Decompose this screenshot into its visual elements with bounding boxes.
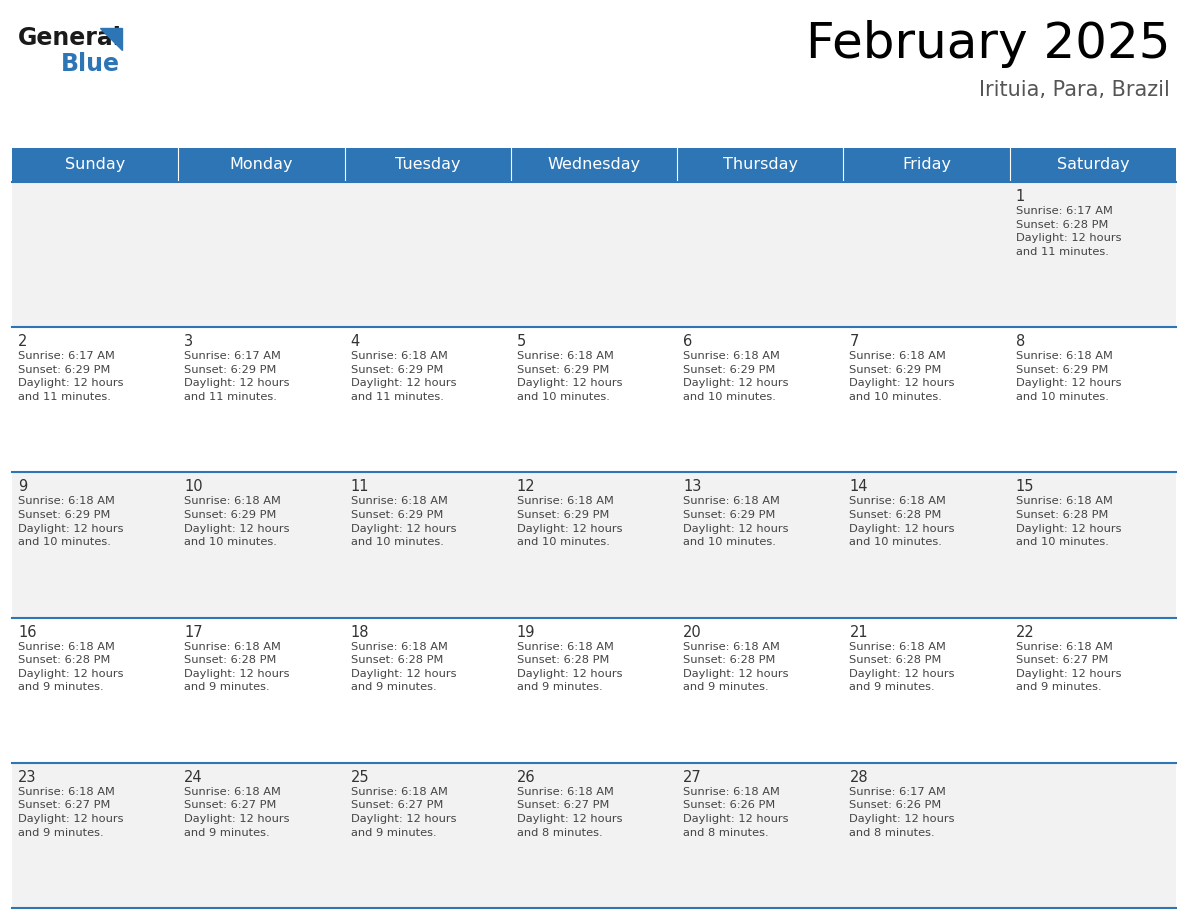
Text: Sunrise: 6:17 AM
Sunset: 6:29 PM
Daylight: 12 hours
and 11 minutes.: Sunrise: 6:17 AM Sunset: 6:29 PM Dayligh…: [18, 352, 124, 402]
Text: Monday: Monday: [229, 158, 293, 173]
Bar: [12, 763, 1176, 908]
Text: 16: 16: [18, 624, 37, 640]
Text: Sunrise: 6:18 AM
Sunset: 6:28 PM
Daylight: 12 hours
and 9 minutes.: Sunrise: 6:18 AM Sunset: 6:28 PM Dayligh…: [517, 642, 623, 692]
Text: 18: 18: [350, 624, 369, 640]
Polygon shape: [100, 28, 122, 50]
Text: Sunrise: 6:18 AM
Sunset: 6:28 PM
Daylight: 12 hours
and 9 minutes.: Sunrise: 6:18 AM Sunset: 6:28 PM Dayligh…: [849, 642, 955, 692]
Text: 13: 13: [683, 479, 702, 495]
Text: Sunrise: 6:18 AM
Sunset: 6:27 PM
Daylight: 12 hours
and 9 minutes.: Sunrise: 6:18 AM Sunset: 6:27 PM Dayligh…: [18, 787, 124, 837]
Text: Sunrise: 6:17 AM
Sunset: 6:29 PM
Daylight: 12 hours
and 11 minutes.: Sunrise: 6:17 AM Sunset: 6:29 PM Dayligh…: [184, 352, 290, 402]
Text: 26: 26: [517, 770, 536, 785]
Text: Thursday: Thursday: [722, 158, 798, 173]
Text: Sunrise: 6:18 AM
Sunset: 6:29 PM
Daylight: 12 hours
and 10 minutes.: Sunrise: 6:18 AM Sunset: 6:29 PM Dayligh…: [849, 352, 955, 402]
Text: Sunrise: 6:18 AM
Sunset: 6:29 PM
Daylight: 12 hours
and 10 minutes.: Sunrise: 6:18 AM Sunset: 6:29 PM Dayligh…: [683, 352, 789, 402]
Text: Sunrise: 6:18 AM
Sunset: 6:29 PM
Daylight: 12 hours
and 10 minutes.: Sunrise: 6:18 AM Sunset: 6:29 PM Dayligh…: [517, 497, 623, 547]
Text: 14: 14: [849, 479, 868, 495]
Bar: [511, 148, 677, 182]
Text: Sunrise: 6:18 AM
Sunset: 6:29 PM
Daylight: 12 hours
and 10 minutes.: Sunrise: 6:18 AM Sunset: 6:29 PM Dayligh…: [18, 497, 124, 547]
Bar: [12, 473, 1176, 618]
Text: Friday: Friday: [902, 158, 952, 173]
Bar: [12, 618, 1176, 763]
Text: Sunrise: 6:18 AM
Sunset: 6:28 PM
Daylight: 12 hours
and 10 minutes.: Sunrise: 6:18 AM Sunset: 6:28 PM Dayligh…: [849, 497, 955, 547]
Text: 6: 6: [683, 334, 693, 349]
Bar: [677, 148, 843, 182]
Text: 7: 7: [849, 334, 859, 349]
Bar: [12, 182, 1176, 327]
Bar: [12, 148, 178, 182]
Text: Sunrise: 6:18 AM
Sunset: 6:28 PM
Daylight: 12 hours
and 9 minutes.: Sunrise: 6:18 AM Sunset: 6:28 PM Dayligh…: [683, 642, 789, 692]
Text: Sunrise: 6:18 AM
Sunset: 6:27 PM
Daylight: 12 hours
and 9 minutes.: Sunrise: 6:18 AM Sunset: 6:27 PM Dayligh…: [350, 787, 456, 837]
Text: Sunrise: 6:18 AM
Sunset: 6:28 PM
Daylight: 12 hours
and 9 minutes.: Sunrise: 6:18 AM Sunset: 6:28 PM Dayligh…: [184, 642, 290, 692]
Text: Sunrise: 6:18 AM
Sunset: 6:27 PM
Daylight: 12 hours
and 8 minutes.: Sunrise: 6:18 AM Sunset: 6:27 PM Dayligh…: [517, 787, 623, 837]
Text: Sunrise: 6:17 AM
Sunset: 6:28 PM
Daylight: 12 hours
and 11 minutes.: Sunrise: 6:17 AM Sunset: 6:28 PM Dayligh…: [1016, 206, 1121, 257]
Text: 8: 8: [1016, 334, 1025, 349]
Text: 25: 25: [350, 770, 369, 785]
Text: 20: 20: [683, 624, 702, 640]
Text: 12: 12: [517, 479, 536, 495]
Text: Sunrise: 6:18 AM
Sunset: 6:28 PM
Daylight: 12 hours
and 9 minutes.: Sunrise: 6:18 AM Sunset: 6:28 PM Dayligh…: [18, 642, 124, 692]
Text: 23: 23: [18, 770, 37, 785]
Text: 17: 17: [184, 624, 203, 640]
Text: General: General: [18, 26, 122, 50]
Text: 15: 15: [1016, 479, 1035, 495]
Text: Wednesday: Wednesday: [548, 158, 640, 173]
Text: Sunrise: 6:17 AM
Sunset: 6:26 PM
Daylight: 12 hours
and 8 minutes.: Sunrise: 6:17 AM Sunset: 6:26 PM Dayligh…: [849, 787, 955, 837]
Text: Tuesday: Tuesday: [394, 158, 461, 173]
Text: 9: 9: [18, 479, 27, 495]
Text: Sunrise: 6:18 AM
Sunset: 6:29 PM
Daylight: 12 hours
and 10 minutes.: Sunrise: 6:18 AM Sunset: 6:29 PM Dayligh…: [184, 497, 290, 547]
Text: Blue: Blue: [61, 52, 120, 76]
Text: 10: 10: [184, 479, 203, 495]
Text: 5: 5: [517, 334, 526, 349]
Text: Sunrise: 6:18 AM
Sunset: 6:28 PM
Daylight: 12 hours
and 10 minutes.: Sunrise: 6:18 AM Sunset: 6:28 PM Dayligh…: [1016, 497, 1121, 547]
Text: Sunrise: 6:18 AM
Sunset: 6:29 PM
Daylight: 12 hours
and 10 minutes.: Sunrise: 6:18 AM Sunset: 6:29 PM Dayligh…: [1016, 352, 1121, 402]
Text: Saturday: Saturday: [1056, 158, 1129, 173]
Text: Sunrise: 6:18 AM
Sunset: 6:28 PM
Daylight: 12 hours
and 9 minutes.: Sunrise: 6:18 AM Sunset: 6:28 PM Dayligh…: [350, 642, 456, 692]
Text: 11: 11: [350, 479, 369, 495]
Text: 22: 22: [1016, 624, 1035, 640]
Bar: [12, 327, 1176, 473]
Text: 19: 19: [517, 624, 536, 640]
Text: 24: 24: [184, 770, 203, 785]
Text: 28: 28: [849, 770, 868, 785]
Text: 1: 1: [1016, 189, 1025, 204]
Text: Sunday: Sunday: [65, 158, 125, 173]
Text: 21: 21: [849, 624, 868, 640]
Text: February 2025: February 2025: [805, 20, 1170, 68]
Text: Sunrise: 6:18 AM
Sunset: 6:27 PM
Daylight: 12 hours
and 9 minutes.: Sunrise: 6:18 AM Sunset: 6:27 PM Dayligh…: [184, 787, 290, 837]
Bar: [1010, 148, 1176, 182]
Text: Irituia, Para, Brazil: Irituia, Para, Brazil: [979, 80, 1170, 100]
Text: Sunrise: 6:18 AM
Sunset: 6:29 PM
Daylight: 12 hours
and 10 minutes.: Sunrise: 6:18 AM Sunset: 6:29 PM Dayligh…: [350, 497, 456, 547]
Text: Sunrise: 6:18 AM
Sunset: 6:29 PM
Daylight: 12 hours
and 10 minutes.: Sunrise: 6:18 AM Sunset: 6:29 PM Dayligh…: [517, 352, 623, 402]
Text: 3: 3: [184, 334, 194, 349]
Text: Sunrise: 6:18 AM
Sunset: 6:29 PM
Daylight: 12 hours
and 11 minutes.: Sunrise: 6:18 AM Sunset: 6:29 PM Dayligh…: [350, 352, 456, 402]
Bar: [345, 148, 511, 182]
Text: Sunrise: 6:18 AM
Sunset: 6:27 PM
Daylight: 12 hours
and 9 minutes.: Sunrise: 6:18 AM Sunset: 6:27 PM Dayligh…: [1016, 642, 1121, 692]
Text: 4: 4: [350, 334, 360, 349]
Text: 27: 27: [683, 770, 702, 785]
Text: Sunrise: 6:18 AM
Sunset: 6:29 PM
Daylight: 12 hours
and 10 minutes.: Sunrise: 6:18 AM Sunset: 6:29 PM Dayligh…: [683, 497, 789, 547]
Text: 2: 2: [18, 334, 27, 349]
Bar: [843, 148, 1010, 182]
Bar: [178, 148, 345, 182]
Text: Sunrise: 6:18 AM
Sunset: 6:26 PM
Daylight: 12 hours
and 8 minutes.: Sunrise: 6:18 AM Sunset: 6:26 PM Dayligh…: [683, 787, 789, 837]
